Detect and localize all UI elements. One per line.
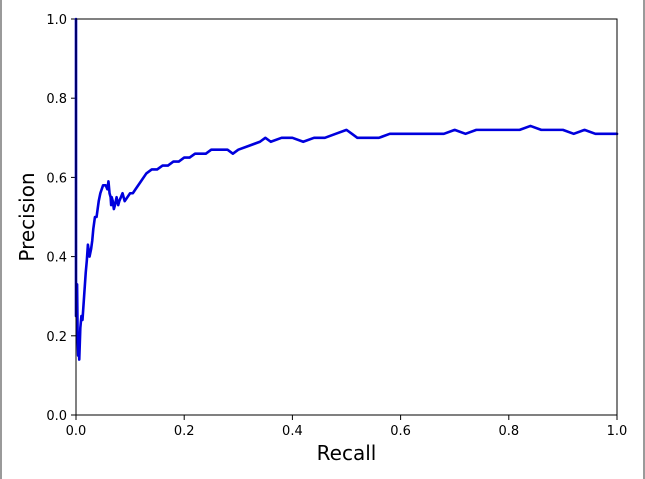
plot-frame — [75, 18, 618, 416]
y-tick-label: 0.0 — [46, 409, 67, 424]
x-tick-label: 0.6 — [390, 424, 411, 439]
plot-background — [76, 19, 617, 415]
x-tick-label: 0.8 — [498, 424, 519, 439]
y-tick-label: 0.6 — [46, 171, 67, 186]
y-tick-label: 1.0 — [46, 13, 67, 28]
y-axis-label: Precision — [15, 172, 39, 261]
x-tick-label: 0.4 — [282, 424, 303, 439]
y-tick-label: 0.2 — [46, 330, 67, 345]
series-line-precision-recall — [74, 17, 619, 361]
y-tick-label: 0.4 — [46, 251, 67, 266]
x-axis-label: Recall — [317, 441, 377, 465]
x-tick-label: 0.0 — [66, 424, 87, 439]
x-tick-label: 1.0 — [607, 424, 628, 439]
x-tick-label: 0.2 — [174, 424, 195, 439]
y-tick-label: 0.8 — [46, 92, 67, 107]
x-axis-ticks: 0.0 0.2 0.4 0.6 0.8 1.0 — [66, 415, 628, 439]
y-axis-ticks: 0.0 0.2 0.4 0.6 0.8 1.0 — [46, 13, 76, 424]
